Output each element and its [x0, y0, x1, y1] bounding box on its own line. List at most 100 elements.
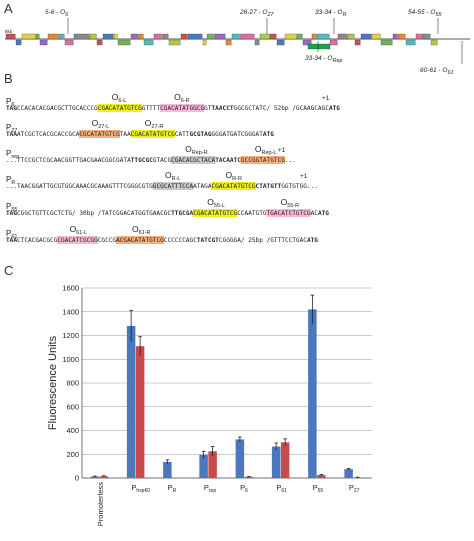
operator-label: O6-R [174, 92, 190, 104]
gene-block [206, 33, 215, 40]
operator-box-yellow [192, 209, 238, 217]
sequence-segment: TTGCGC [131, 157, 153, 164]
x-tick-label: Phsp60 [131, 483, 150, 494]
panel-letter-a: A [4, 1, 13, 16]
scale-label: 8kb [5, 29, 13, 34]
operator-label: O55-R [281, 197, 300, 209]
sequence-segment: CGACATATGTCG [193, 210, 237, 217]
gene-block [5, 33, 16, 40]
bar [208, 451, 217, 478]
gene-block [296, 33, 303, 40]
sequence-segment: TTGCGA [171, 210, 193, 217]
sequence-segment: GGGATGATCGGGAT [212, 131, 264, 138]
y-tick-label: 600 [66, 402, 79, 411]
operator-label: O61-L [70, 224, 88, 236]
sequence-segment: ATG [263, 131, 274, 138]
map-label-top: 33-34 - OR [315, 9, 346, 18]
y-tick-label: 400 [66, 426, 79, 435]
gene-block [421, 33, 431, 40]
sequence-segment: TACAATC [215, 157, 241, 164]
operator-box-yellow [211, 182, 256, 190]
gene-block [360, 33, 372, 40]
x-tick-label: P6 [240, 483, 248, 494]
operator-box-pink [57, 236, 99, 244]
sequence-segment: GTACG [153, 157, 172, 164]
sequence-segment: ATG [307, 237, 318, 244]
gene-block [347, 33, 355, 40]
tss-label: +1 [322, 95, 330, 102]
sequence-segment: ATCGCTCACGCACCGCA [17, 131, 80, 138]
sequence-segment: GCGCATTTCCA [153, 183, 194, 190]
sequence-segment: CGGGGA/ 25bp /GTTTCCTGAC [219, 237, 307, 244]
sequence-segment: TAG [6, 105, 17, 112]
sequence-segment: CGCATATGTCG [79, 131, 120, 138]
promoter-name: P27 [6, 123, 17, 134]
gene-block [47, 33, 60, 40]
x-tick-label: Promoterless [96, 482, 105, 526]
gene-block [316, 33, 330, 40]
sequence-segment: CGACATATGTCG [212, 183, 256, 190]
sequence-segment: CGACATATGTCG [131, 131, 175, 138]
gene-block [311, 33, 317, 40]
operator-box-gray [152, 182, 194, 190]
bar [99, 476, 109, 478]
gene-block [168, 39, 181, 46]
sequence-segment: ...TAACGGATTGCGTGGCAAACGCAAAGTTTCGGGCGTG [6, 183, 153, 190]
sequence-segment: CCACACACGACGCTTGCACCCG [17, 105, 98, 112]
gene-block [162, 33, 169, 40]
promoter-name: Prep [6, 149, 19, 160]
map-label-bottom: 60-61 - O61 [420, 67, 454, 76]
gene-block [276, 39, 285, 46]
gene-block [405, 39, 416, 46]
gene-block [138, 33, 144, 40]
gene-block [269, 33, 277, 40]
operator-box-orange [115, 236, 165, 244]
sequence-segment: ATAGA [193, 183, 212, 190]
bar [308, 309, 317, 478]
sequence-segment: ...TTCCGCTCGCAACGGTTGACGAACGGCGATA [6, 157, 131, 164]
map-label-top: 5-6 - O6 [45, 9, 69, 18]
y-tick-label: 1400 [62, 307, 79, 316]
x-tick-label: Prep [204, 483, 216, 494]
operator-label: O55-L [207, 197, 225, 209]
operator-label: OR-L [165, 170, 181, 182]
sequence-segment: GCCGGTATGTCG [241, 157, 285, 164]
bar [126, 326, 136, 478]
operator-box-orange [240, 156, 286, 164]
sequence-segment: CCAATGTG [237, 210, 267, 217]
sequence-segment: CGACATCGCGG [57, 237, 98, 244]
bar [317, 475, 326, 478]
promoter-name: P6 [6, 97, 14, 108]
operator-box-yellow [130, 130, 176, 138]
sequence-segment: TAA [6, 131, 17, 138]
sequence-segment: ACGACATATGTCG [116, 237, 164, 244]
bar [163, 461, 172, 478]
y-tick-label: 1000 [62, 355, 79, 364]
gene-block [35, 33, 40, 40]
operator-label: ORep-L [255, 144, 277, 156]
sequence-segment: GGCGCTATC/ 52bp /GCAAGCAGC [234, 105, 330, 112]
gene-block [153, 33, 163, 40]
operator-label: O61-R [132, 224, 151, 236]
operator-box-orange [79, 130, 121, 138]
operator-label: O6-L [112, 92, 127, 104]
bar [271, 446, 281, 478]
sequence-segment: CGGCTGTTCGCTCTG/ 30bp /TATCGGACATGGTGAAC… [17, 210, 171, 217]
gene-block [225, 39, 232, 46]
sequence-segment: ATG [329, 105, 340, 112]
sequence-segment: TATCGT [197, 237, 219, 244]
gene-block [113, 33, 118, 40]
gene-block [96, 39, 103, 46]
sequence-segment: CTATGTT [256, 183, 282, 190]
gene-block [415, 33, 422, 40]
gene-block [337, 33, 348, 40]
promoter-name: P61 [6, 229, 17, 240]
gene-block [21, 33, 36, 40]
gene-block [380, 39, 393, 46]
bar [280, 442, 290, 478]
map-label-top: 26-27 - O27 [239, 9, 275, 18]
operator-label: O27-R [145, 118, 164, 130]
gene-block [231, 33, 241, 40]
sequence-segment: GCGTAG [190, 131, 212, 138]
